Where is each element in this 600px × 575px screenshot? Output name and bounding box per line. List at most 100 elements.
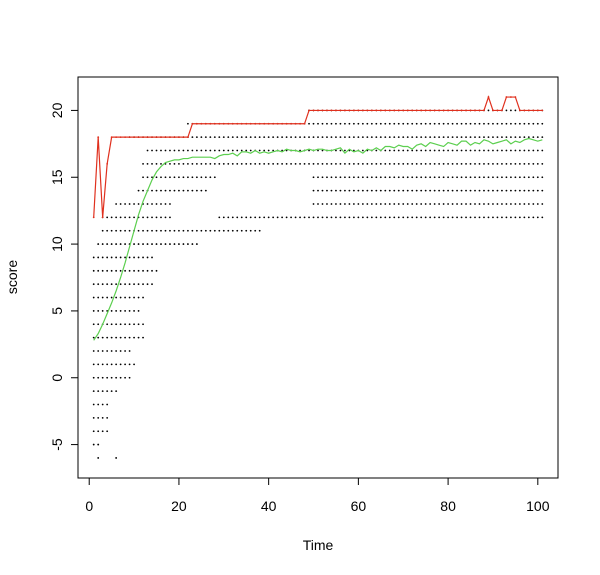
data-point [357,216,360,219]
data-point [424,136,427,139]
data-point [142,296,144,299]
data-point [514,162,517,165]
data-point [254,216,257,219]
data-point [496,216,499,219]
data-point [160,203,162,205]
data-point [478,203,481,205]
data-point [106,283,109,286]
y-tick-label: -5 [49,438,65,451]
max-score-point [527,109,530,112]
data-point [128,269,131,272]
data-point [487,216,490,219]
data-point [352,216,355,219]
data-point [415,216,418,219]
data-point [133,336,135,339]
data-point [312,203,315,205]
data-point [447,122,449,125]
data-point [505,216,508,219]
max-score-point [402,109,405,112]
data-point [92,269,95,272]
max-score-point [160,136,162,139]
data-point [460,176,463,179]
max-score-point [496,109,499,112]
data-point [299,149,301,152]
data-point [505,122,508,125]
data-point [178,243,180,245]
data-point [505,176,508,179]
data-point [429,189,432,192]
data-point [303,162,306,165]
data-point [146,203,149,205]
data-point [236,136,239,139]
data-point [379,176,382,179]
data-point [523,203,526,205]
data-point [527,149,530,152]
data-point [384,149,387,152]
data-point [451,122,454,125]
data-point [370,162,373,165]
data-point [97,323,100,326]
data-point [514,216,517,219]
data-point [361,216,364,219]
data-point [330,136,333,139]
data-point [393,176,396,179]
data-point [384,189,387,192]
data-point [97,269,100,272]
data-point [119,243,122,245]
data-point [375,216,378,219]
data-point [106,296,109,299]
data-point [388,162,391,165]
data-point [388,203,391,205]
data-point [465,149,467,152]
data-point [227,216,230,219]
data-point [366,216,369,219]
data-point [97,457,100,459]
data-point [393,162,396,165]
data-point [339,216,342,219]
data-point [483,203,485,205]
data-point [164,203,167,205]
data-point [155,229,158,232]
data-point [101,229,104,232]
data-point [115,376,118,379]
data-point [169,176,171,179]
data-point [357,162,360,165]
data-point [505,189,508,192]
data-point [393,136,396,139]
data-point [518,149,521,152]
data-point [483,162,485,165]
data-point [388,136,391,139]
data-point [258,149,261,152]
data-point [222,149,225,152]
data-point [137,229,140,232]
max-score-point [236,122,239,125]
data-point [137,310,140,312]
data-point [164,229,167,232]
data-point [424,176,427,179]
data-point [527,136,530,139]
data-point [155,189,158,192]
max-score-point [164,136,167,139]
data-point [442,122,445,125]
data-point [361,189,364,192]
data-point [101,243,104,245]
data-point [200,189,203,192]
max-score-point [505,96,508,98]
data-point [335,176,337,179]
data-point [92,336,95,339]
data-point [532,176,535,179]
data-point [384,203,387,205]
max-score-point [115,136,118,139]
data-point [474,162,476,165]
data-point [505,136,508,139]
data-point [92,350,95,352]
data-point [178,189,180,192]
data-point [379,189,382,192]
data-point [402,136,405,139]
data-point [191,162,194,165]
data-point [357,136,360,139]
data-point [532,149,535,152]
data-point [92,416,95,419]
